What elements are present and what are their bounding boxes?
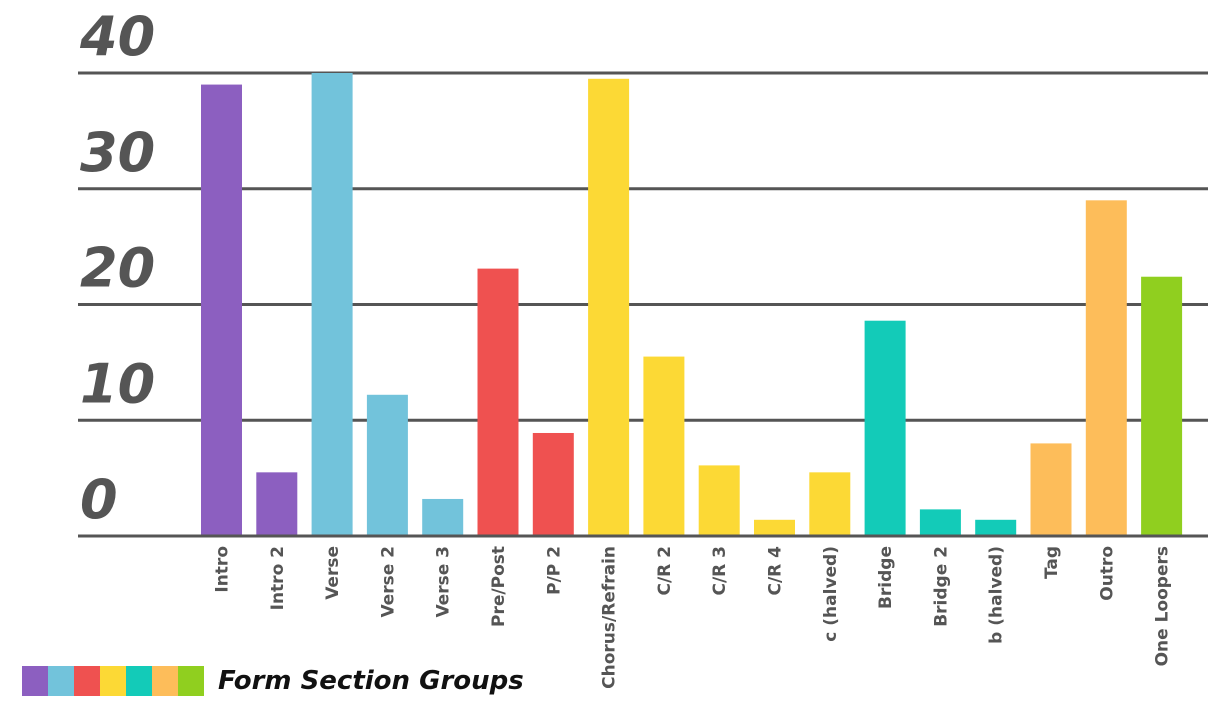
bar — [1141, 276, 1183, 536]
x-tick-label: C/R 3 — [710, 546, 730, 596]
x-tick-label: C/R 2 — [655, 546, 675, 596]
bar — [754, 519, 795, 536]
x-tick-label: b (halved) — [987, 546, 1007, 644]
bar — [366, 394, 408, 536]
y-tick-label: 30 — [80, 121, 155, 184]
x-tick-label: Chorus/Refrain — [600, 546, 620, 689]
x-tick-label: c (halved) — [821, 546, 841, 642]
x-tick-label: Verse — [323, 546, 343, 600]
bar — [201, 84, 242, 536]
legend-swatch — [152, 666, 178, 696]
bar — [256, 472, 298, 536]
x-tick-label: P/P 2 — [544, 546, 564, 595]
bar — [311, 73, 353, 536]
bar — [919, 509, 961, 536]
y-tick-label: 40 — [79, 5, 155, 68]
legend: Form Section Groups — [22, 666, 524, 696]
x-tick-label: Intro — [213, 546, 233, 593]
x-tick-label: Verse 3 — [434, 546, 454, 618]
bar — [477, 268, 519, 536]
bar — [422, 498, 464, 536]
bar — [975, 519, 1017, 536]
bar — [864, 320, 906, 536]
legend-swatch — [126, 666, 152, 696]
x-tick-label: Tag — [1042, 546, 1062, 579]
y-tick-label: 20 — [80, 237, 155, 300]
y-tick-label: 10 — [80, 352, 155, 415]
x-tick-label: Bridge 2 — [931, 546, 951, 627]
x-tick-label: C/R 4 — [766, 546, 786, 596]
x-tick-label: Outro — [1097, 546, 1117, 601]
legend-swatch — [22, 666, 48, 696]
x-tick-label: Intro 2 — [268, 546, 288, 610]
x-tick-label: Verse 2 — [378, 546, 398, 618]
legend-swatch — [48, 666, 74, 696]
bar — [643, 356, 685, 536]
legend-swatches — [22, 666, 204, 696]
legend-label: Form Section Groups — [218, 666, 524, 696]
x-tick-label: Bridge — [876, 546, 896, 609]
legend-swatch — [74, 666, 100, 696]
y-tick-label: 0 — [80, 468, 118, 531]
bar — [532, 432, 574, 536]
bar — [1030, 443, 1072, 536]
x-tick-label: Pre/Post — [489, 546, 509, 627]
x-tick-label: One Loopers — [1153, 546, 1173, 666]
legend-swatch — [178, 666, 204, 696]
legend-swatch — [100, 666, 126, 696]
bar — [809, 472, 851, 536]
bar — [698, 465, 740, 536]
bar — [1085, 200, 1127, 536]
bar — [588, 78, 630, 536]
